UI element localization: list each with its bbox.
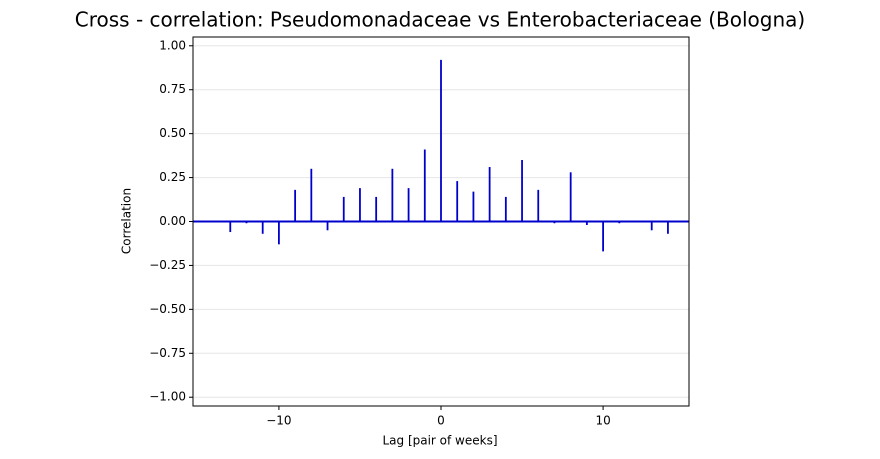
- x-tick-label: −10: [266, 414, 291, 428]
- x-axis-label: Lag [pair of weeks]: [382, 434, 497, 448]
- y-tick-label: 0.50: [159, 126, 186, 140]
- y-tick-label: 0.75: [159, 82, 186, 96]
- y-tick-label: −0.50: [149, 302, 186, 316]
- y-axis-label: Correlation: [120, 188, 134, 254]
- x-tick-label: 0: [437, 414, 445, 428]
- y-tick-label: −0.25: [149, 258, 186, 272]
- y-tick-label: −1.00: [149, 390, 186, 404]
- y-tick-label: 0.25: [159, 170, 186, 184]
- y-tick-label: −0.75: [149, 346, 186, 360]
- y-tick-label: 1.00: [159, 38, 186, 52]
- x-tick-label: 10: [595, 414, 610, 428]
- chart-title: Cross - correlation: Pseudomonadaceae vs…: [75, 8, 805, 32]
- plot-frame: [192, 36, 690, 407]
- y-tick-label: 0.00: [159, 214, 186, 228]
